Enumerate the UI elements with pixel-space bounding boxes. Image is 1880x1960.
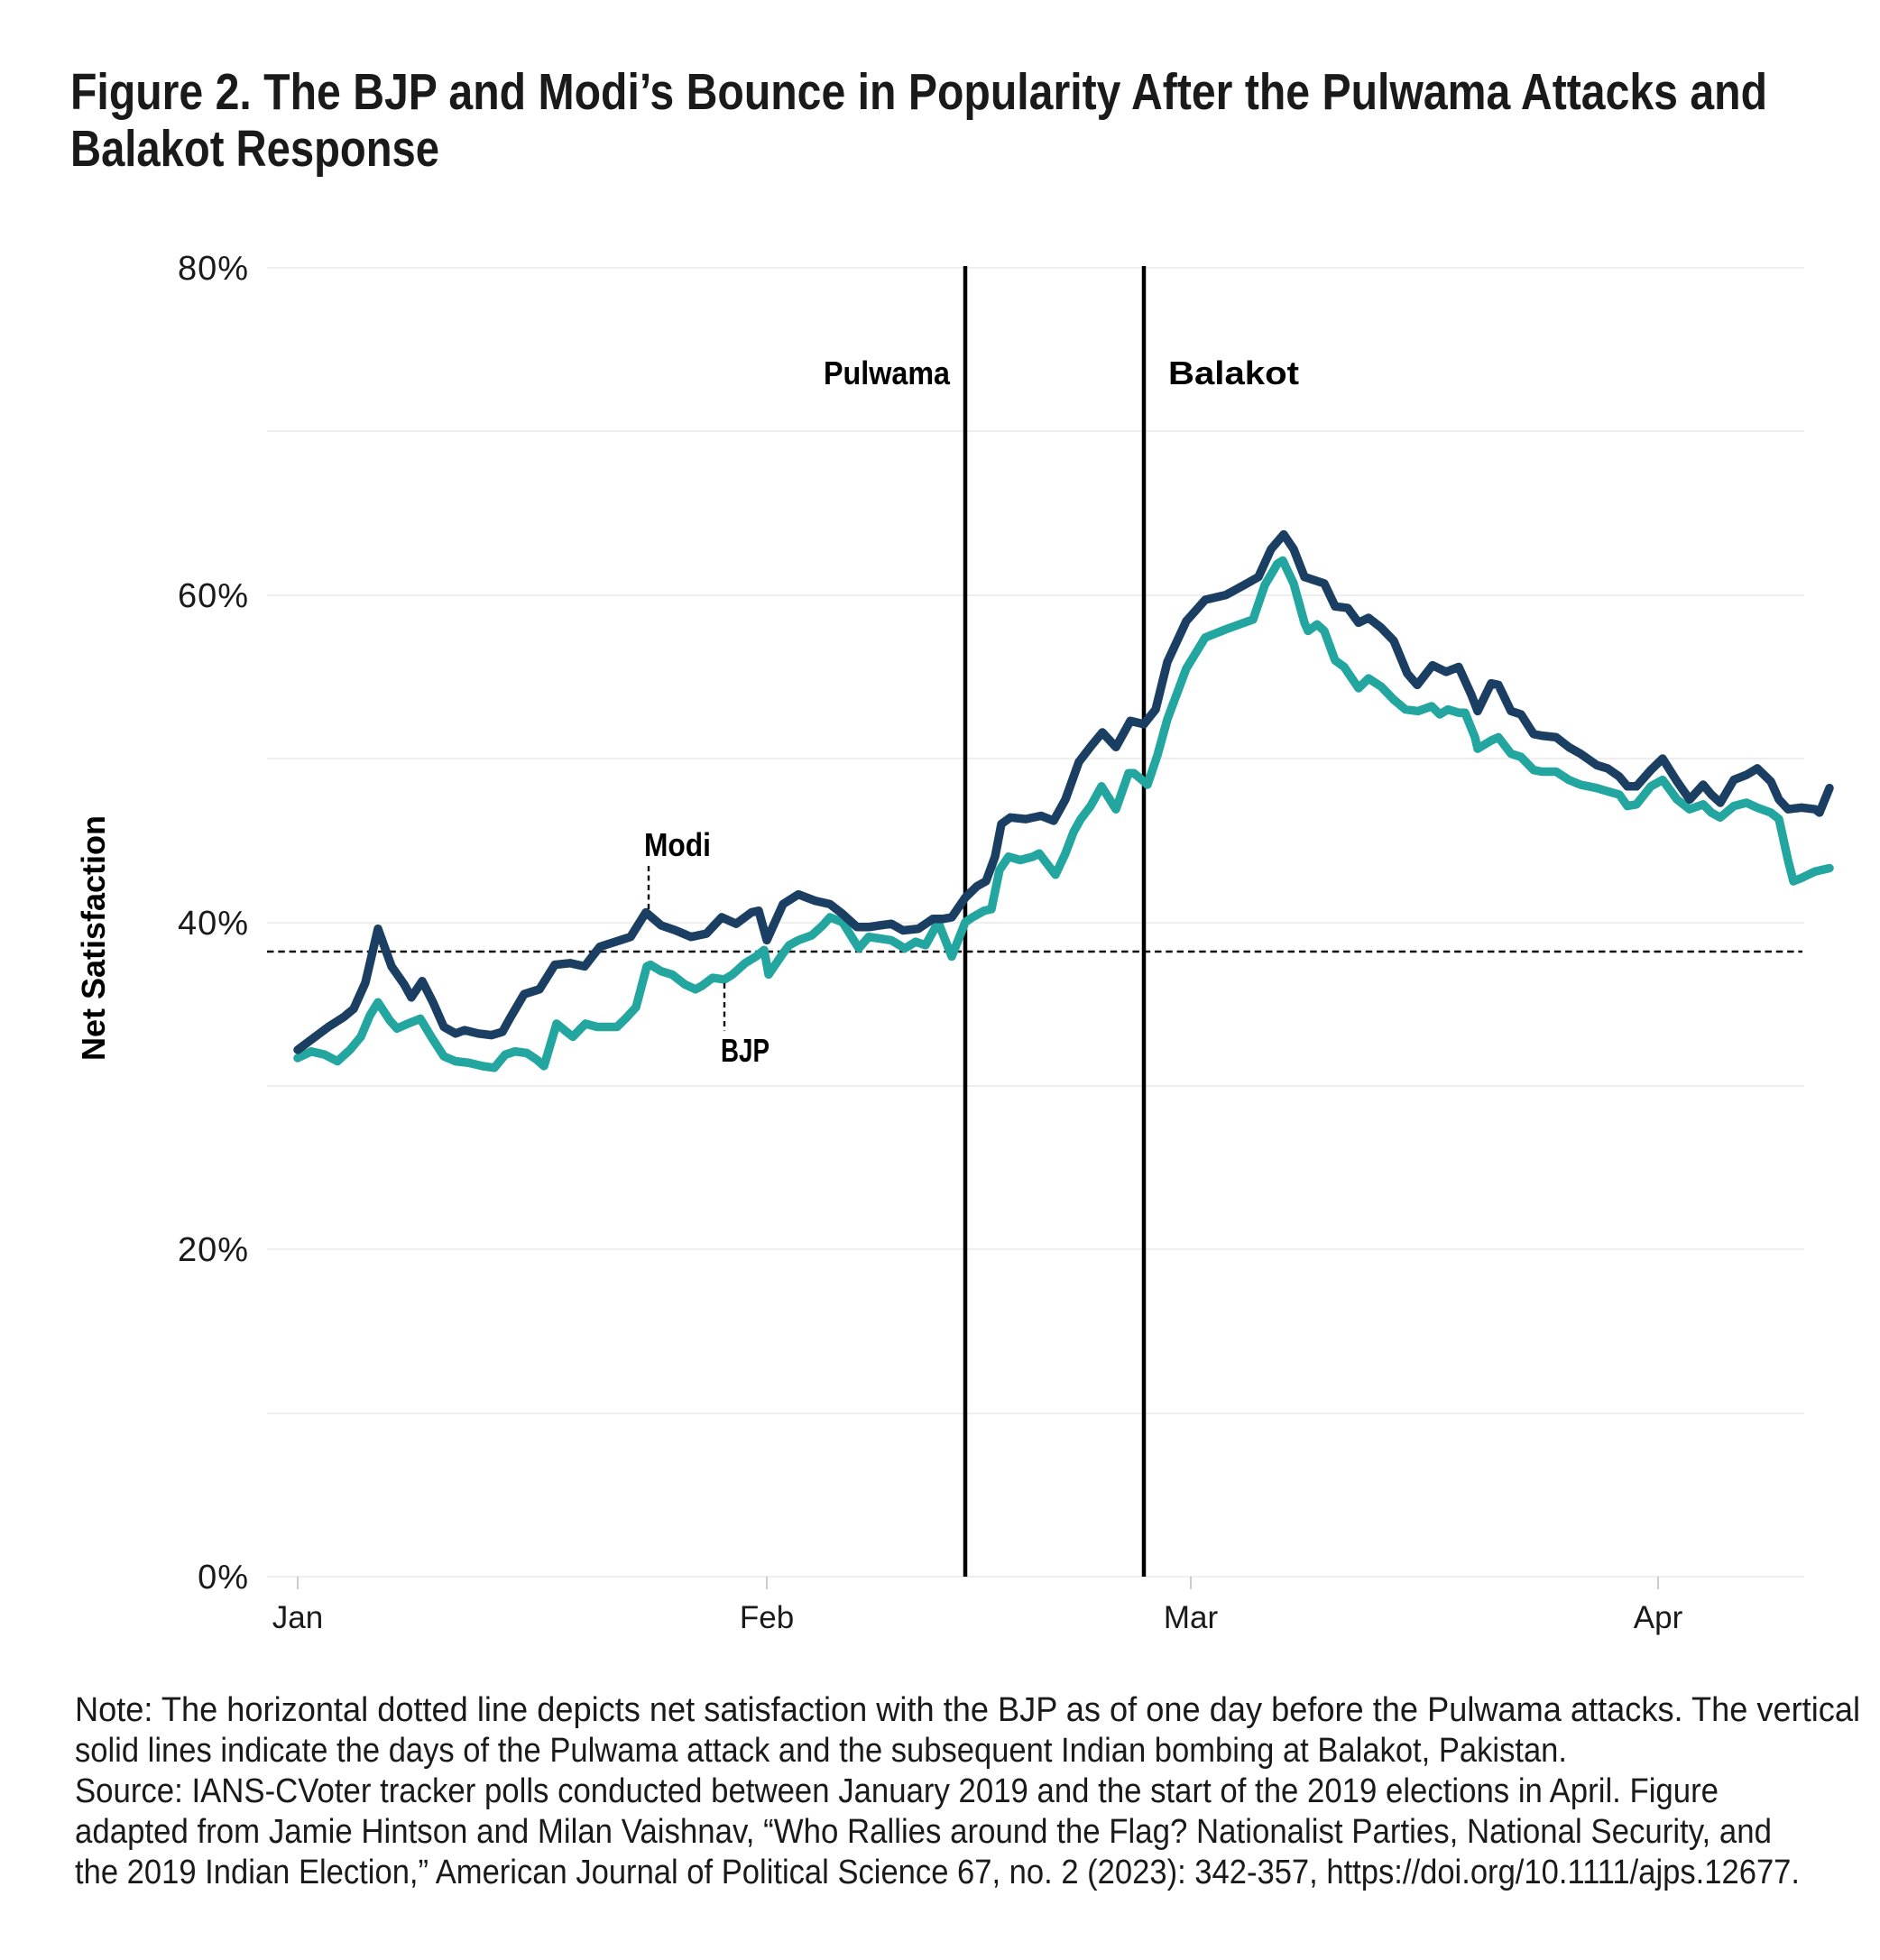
svg-text:20%: 20% bbox=[178, 1231, 249, 1269]
svg-text:Figure 2. The BJP and Modi’s B: Figure 2. The BJP and Modi’s Bounce in P… bbox=[70, 63, 1767, 121]
svg-text:Mar: Mar bbox=[1164, 1600, 1219, 1635]
svg-text:60%: 60% bbox=[178, 577, 249, 615]
svg-text:the 2019 Indian Election,” Ame: the 2019 Indian Election,” American Jour… bbox=[75, 1854, 1800, 1891]
svg-text:solid lines indicate the days: solid lines indicate the days of the Pul… bbox=[75, 1732, 1567, 1770]
svg-text:Note: The horizontal dotted li: Note: The horizontal dotted line depicts… bbox=[75, 1691, 1860, 1729]
svg-text:80%: 80% bbox=[178, 250, 249, 288]
svg-text:Feb: Feb bbox=[740, 1600, 794, 1635]
svg-text:Source: IANS-CVoter tracker po: Source: IANS-CVoter tracker polls conduc… bbox=[75, 1772, 1719, 1810]
svg-text:Modi: Modi bbox=[644, 826, 711, 863]
svg-text:adapted from Jamie Hintson and: adapted from Jamie Hintson and Milan Vai… bbox=[75, 1813, 1772, 1851]
svg-text:Balakot Response: Balakot Response bbox=[70, 120, 439, 178]
svg-text:Net Satisfaction: Net Satisfaction bbox=[75, 815, 112, 1061]
svg-text:0%: 0% bbox=[198, 1559, 249, 1597]
svg-text:Pulwama: Pulwama bbox=[824, 354, 951, 391]
svg-text:BJP: BJP bbox=[721, 1032, 770, 1069]
svg-text:Apr: Apr bbox=[1634, 1600, 1683, 1635]
svg-text:Jan: Jan bbox=[272, 1600, 323, 1635]
svg-text:Balakot: Balakot bbox=[1168, 354, 1299, 391]
svg-text:40%: 40% bbox=[178, 905, 249, 943]
